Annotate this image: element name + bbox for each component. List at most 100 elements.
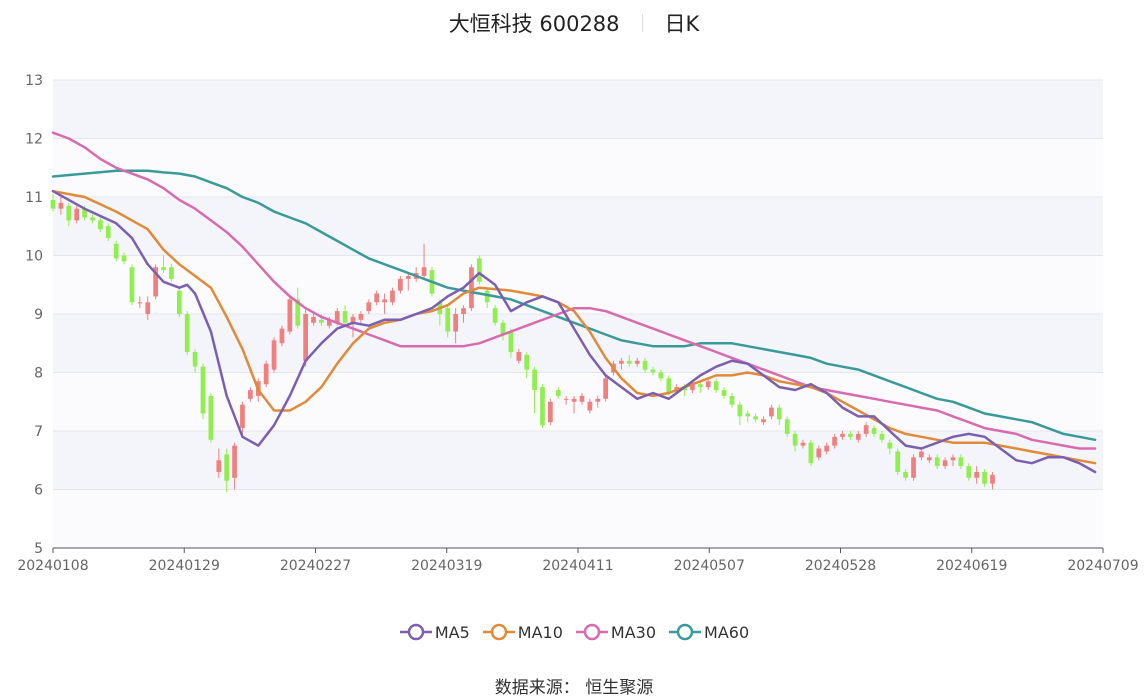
candle-body	[848, 433, 853, 437]
x-tick-label: 20240319	[411, 558, 482, 574]
candle-body	[90, 217, 95, 221]
x-tick-label: 20240619	[936, 558, 1007, 574]
x-tick-label: 20240411	[542, 558, 613, 574]
candle-body	[382, 299, 387, 303]
y-tick-label: 9	[34, 307, 43, 323]
candle-body	[390, 290, 395, 303]
candle-body	[366, 302, 372, 312]
data-source: 数据来源： 恒生聚源	[494, 678, 654, 698]
candle-body	[871, 428, 877, 434]
candle-body	[398, 278, 403, 291]
chart-title-row: 大恒科技 600288 日K	[0, 8, 1148, 38]
candle-body	[461, 308, 466, 314]
candle-body	[737, 404, 743, 417]
candle-body	[263, 363, 269, 385]
candle-body	[240, 404, 245, 429]
ma60-line	[51, 169, 1097, 442]
candle-body	[753, 416, 758, 420]
candle-body	[911, 457, 916, 478]
chart-title: 大恒科技 600288	[448, 12, 620, 36]
title-divider	[641, 14, 643, 32]
candle-body	[563, 398, 569, 400]
candle-body	[524, 354, 530, 370]
candle-body	[82, 208, 87, 218]
candle-body	[184, 314, 190, 353]
chart-legend: MA5 MA10 MA30 MA60	[0, 621, 1148, 642]
candle-body	[342, 311, 348, 323]
x-tick-label: 20240129	[149, 558, 220, 574]
candle-body	[950, 457, 956, 461]
grid-band	[53, 138, 1103, 197]
candle-body	[982, 471, 987, 484]
candle-body	[879, 433, 885, 440]
candle-body	[50, 199, 56, 209]
candle-body	[161, 267, 166, 271]
legend-marker-icon	[575, 623, 608, 641]
candle-body	[595, 398, 601, 402]
legend-marker-icon	[399, 623, 432, 641]
candle-body	[176, 290, 182, 314]
candle-body	[421, 267, 427, 276]
candle-body	[895, 451, 901, 472]
candle-body	[855, 433, 861, 440]
candle-body	[619, 360, 624, 364]
candle-body	[516, 352, 522, 361]
candle-body	[966, 466, 972, 478]
candle-body	[840, 433, 845, 437]
candle-body	[776, 407, 782, 420]
candle-body	[642, 360, 648, 370]
candle-body	[579, 395, 585, 402]
chart-period: 日K	[664, 12, 700, 36]
candle-body	[137, 302, 143, 304]
legend-item-ma60[interactable]: MA60	[668, 622, 749, 642]
candle-body	[816, 448, 822, 458]
candle-body	[484, 290, 490, 303]
legend-label: MA30	[610, 622, 657, 642]
candle-body	[555, 390, 561, 396]
candle-body	[326, 319, 332, 326]
candle-body	[903, 471, 908, 478]
y-tick-label: 6	[34, 483, 43, 499]
candle-body	[271, 340, 277, 370]
candle-body	[800, 442, 806, 446]
candle-body	[453, 314, 458, 332]
x-tick-label: 20240108	[17, 558, 88, 574]
candle-body	[295, 299, 301, 326]
candle-body	[66, 205, 72, 221]
candle-body	[603, 378, 608, 399]
candle-body	[769, 407, 774, 417]
legend-item-ma30[interactable]: MA30	[575, 622, 656, 642]
candle-body	[705, 381, 711, 388]
x-tick-label: 20240227	[280, 558, 351, 574]
y-tick-label: 10	[25, 249, 43, 265]
candle-body	[129, 267, 135, 303]
legend-item-ma10[interactable]: MA10	[482, 622, 563, 642]
legend-marker-icon	[482, 623, 515, 641]
candle-body	[248, 390, 253, 399]
grid-band	[53, 197, 1103, 256]
candle-body	[761, 419, 766, 423]
y-tick-label: 5	[34, 541, 43, 557]
y-tick-label: 8	[34, 366, 43, 382]
candle-body	[98, 220, 103, 230]
candle-body	[145, 302, 151, 314]
legend-item-ma5[interactable]: MA5	[399, 622, 470, 642]
ma10-line	[51, 189, 1097, 465]
y-tick-label: 13	[25, 73, 43, 89]
candle-body	[319, 319, 324, 323]
candle-body	[492, 308, 498, 323]
candle-body	[666, 378, 672, 393]
candle-body	[824, 445, 830, 452]
candle-body	[232, 445, 237, 478]
candle-body	[713, 381, 719, 391]
y-tick-label: 12	[25, 132, 43, 148]
candle-body	[74, 208, 80, 221]
candle-body	[405, 275, 411, 279]
candle-body	[169, 267, 174, 279]
candle-body	[587, 401, 593, 411]
candle-body	[745, 413, 751, 417]
legend-marker-icon	[669, 623, 702, 641]
grid-band	[53, 314, 1103, 373]
candle-body	[208, 395, 214, 440]
